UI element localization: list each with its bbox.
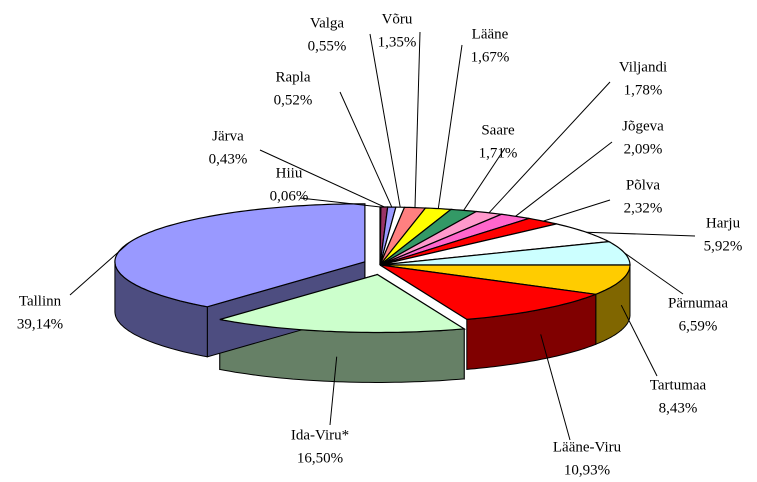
- leader-line: [437, 44, 463, 209]
- value-label: 1,71%: [479, 145, 518, 161]
- leader-line: [620, 304, 658, 377]
- leader-line: [515, 141, 613, 217]
- leader-line: [540, 334, 571, 441]
- value-label: 2,32%: [624, 200, 663, 216]
- value-label: 6,59%: [679, 318, 718, 334]
- slice: [379, 223, 611, 266]
- category-label: Rapla: [276, 69, 311, 85]
- category-label: Hiiu: [276, 165, 303, 181]
- value-label: 1,78%: [624, 82, 663, 98]
- leader-line: [259, 149, 385, 208]
- leader-line: [488, 81, 611, 214]
- leader-line: [414, 31, 421, 208]
- leader-line: [624, 252, 684, 295]
- category-label: Lääne-Viru: [553, 439, 622, 455]
- leader-line: [69, 242, 130, 296]
- category-label: Lääne: [472, 26, 509, 42]
- value-label: 0,06%: [270, 188, 309, 204]
- value-label: 0,43%: [209, 151, 248, 167]
- value-label: 5,92%: [704, 238, 743, 254]
- leader-line: [463, 147, 506, 211]
- value-label: 0,55%: [308, 38, 347, 54]
- category-label: Valga: [310, 15, 344, 31]
- category-label: Ida-Viru*: [291, 427, 349, 443]
- slice: [114, 203, 366, 308]
- category-label: Tallinn: [19, 293, 62, 309]
- slice: [379, 264, 597, 321]
- value-label: 1,35%: [378, 34, 417, 50]
- value-label: 0,52%: [274, 92, 313, 108]
- category-label: Viljandi: [619, 59, 667, 75]
- category-label: Saare: [481, 122, 515, 138]
- category-label: Jõgeva: [622, 118, 664, 134]
- category-label: Tartumaa: [650, 377, 707, 393]
- leader-line: [369, 33, 401, 208]
- category-label: Järva: [212, 128, 244, 144]
- leader-line: [329, 356, 338, 426]
- leader-line: [339, 91, 393, 208]
- category-label: Harju: [706, 215, 741, 231]
- value-label: 16,50%: [297, 450, 343, 466]
- category-label: Põlva: [626, 177, 661, 193]
- slice: [379, 264, 631, 295]
- value-label: 1,67%: [471, 49, 510, 65]
- value-label: 2,09%: [624, 141, 663, 157]
- leader-line: [543, 199, 611, 222]
- value-label: 10,93%: [564, 462, 610, 478]
- value-label: 39,14%: [17, 316, 63, 332]
- category-label: Võru: [382, 11, 413, 27]
- leader-line: [586, 231, 696, 237]
- category-label: Pärnumaa: [668, 295, 728, 311]
- value-label: 8,43%: [659, 400, 698, 416]
- slice: [219, 273, 467, 334]
- leader-line: [299, 197, 381, 208]
